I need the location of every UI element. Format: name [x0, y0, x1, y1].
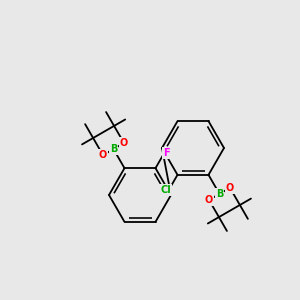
Text: O: O	[226, 183, 234, 193]
Text: O: O	[205, 195, 213, 205]
Text: B: B	[216, 189, 223, 199]
Text: F: F	[163, 148, 170, 158]
Text: B: B	[110, 144, 117, 154]
Text: O: O	[99, 150, 107, 160]
Text: O: O	[120, 138, 128, 148]
Text: Cl: Cl	[160, 185, 171, 195]
